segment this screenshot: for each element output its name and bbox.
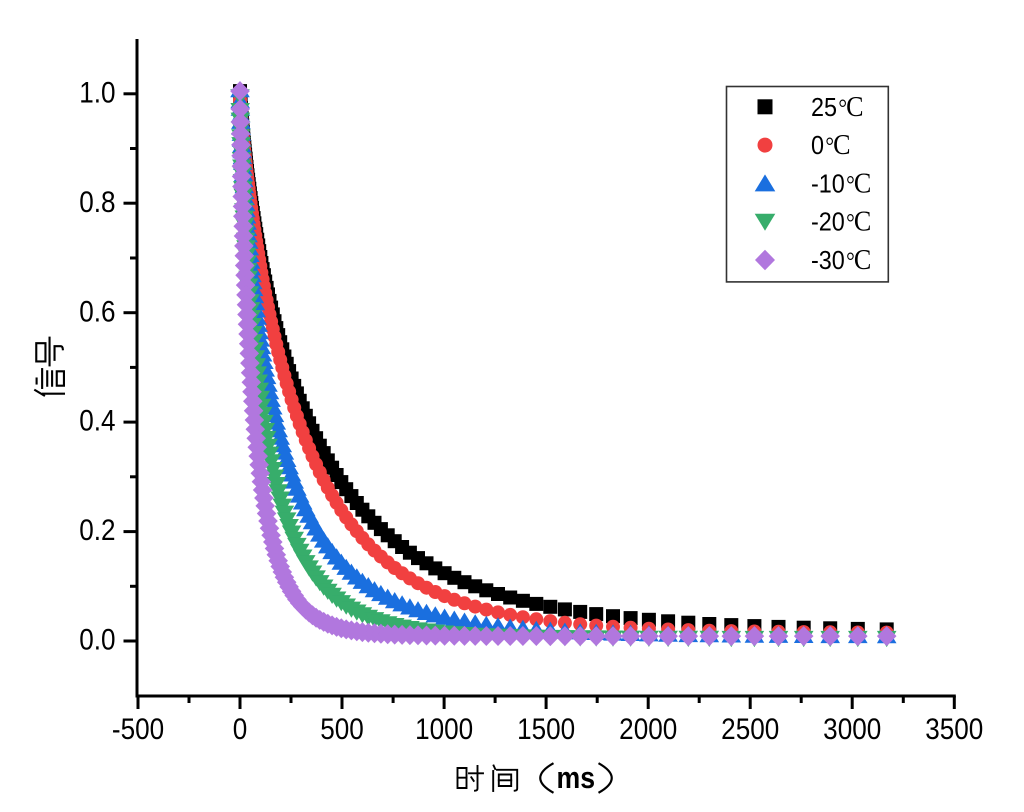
svg-text:0.4: 0.4 (79, 404, 115, 437)
svg-text:0: 0 (233, 712, 248, 745)
svg-text:0.6: 0.6 (79, 295, 115, 328)
svg-text:0.0: 0.0 (79, 623, 115, 656)
svg-text:0.2: 0.2 (79, 514, 115, 547)
svg-text:2000: 2000 (619, 712, 677, 745)
svg-text:1.0: 1.0 (79, 76, 115, 109)
svg-text:0.8: 0.8 (79, 185, 115, 218)
svg-text:-10°C: -10°C (811, 166, 871, 199)
svg-text:500: 500 (320, 712, 364, 745)
svg-text:2500: 2500 (721, 712, 779, 745)
svg-text:-500: -500 (112, 712, 164, 745)
svg-text:3500: 3500 (925, 712, 983, 745)
svg-text:1000: 1000 (415, 712, 473, 745)
svg-text:-20°C: -20°C (811, 204, 871, 237)
svg-text:1500: 1500 (517, 712, 575, 745)
svg-text:0°C: 0°C (811, 128, 851, 161)
svg-text:3000: 3000 (823, 712, 881, 745)
svg-text:ms: ms (557, 761, 596, 795)
svg-text:-30°C: -30°C (811, 243, 871, 276)
